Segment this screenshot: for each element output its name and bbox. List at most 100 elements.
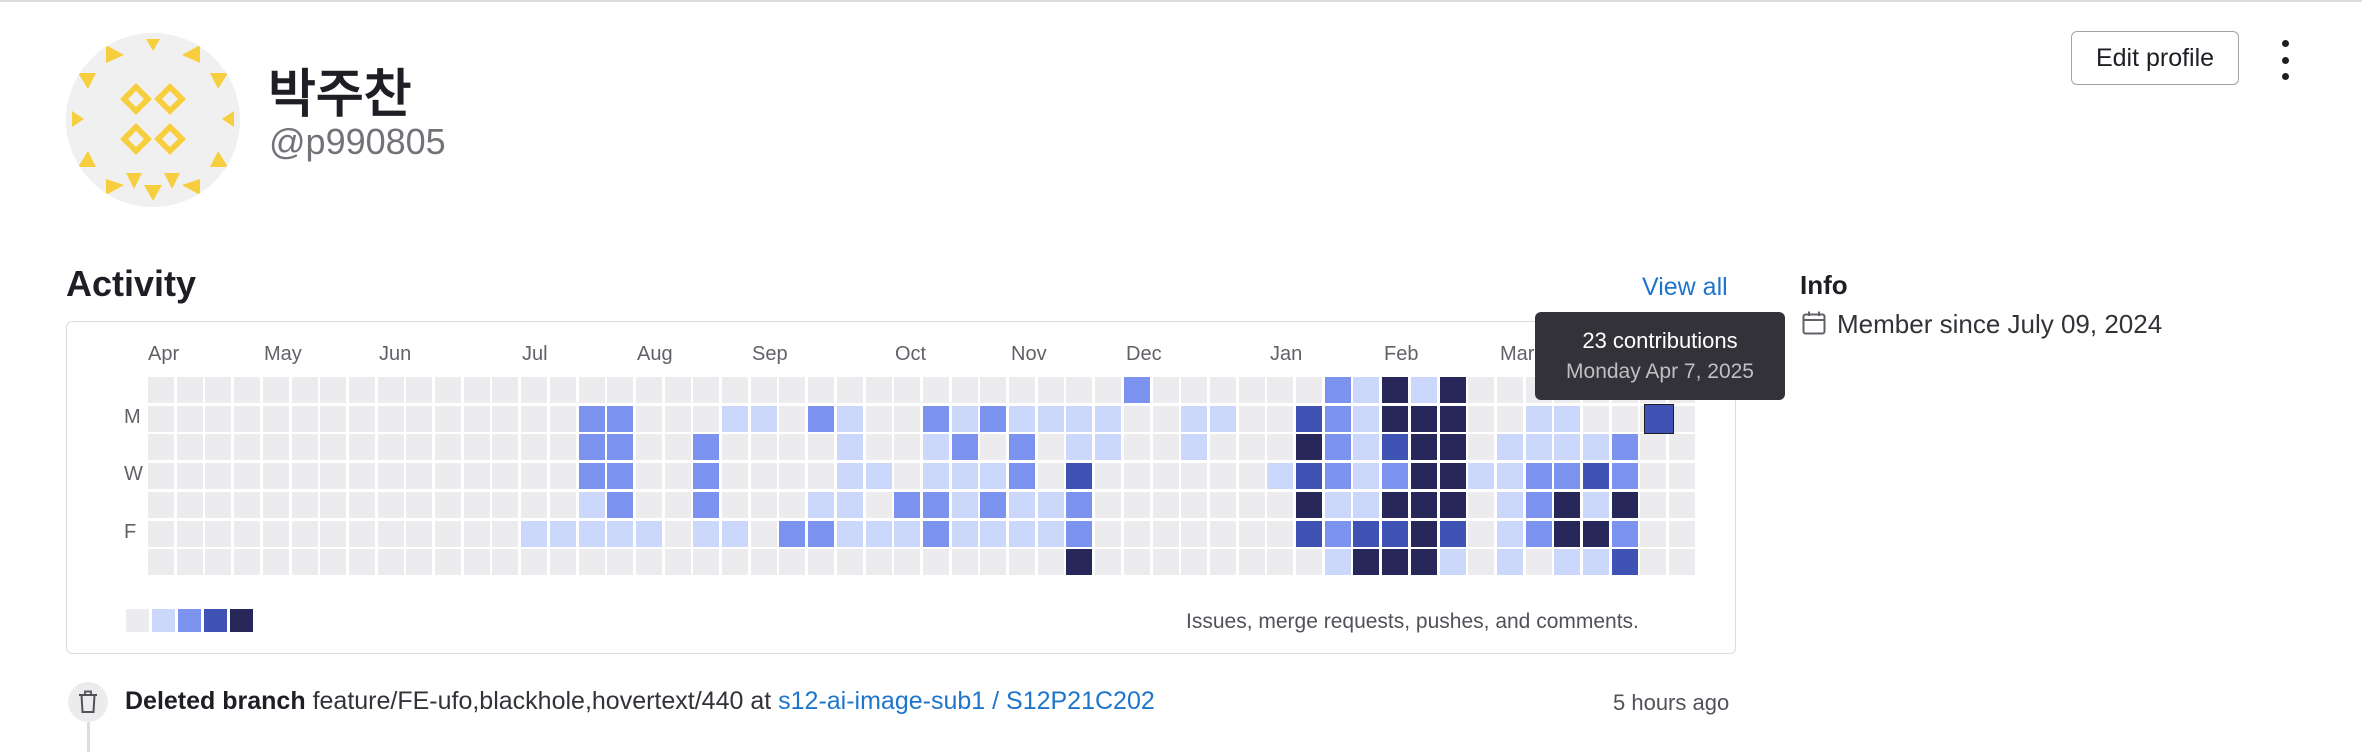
contribution-day-cell[interactable]	[1009, 491, 1035, 518]
contribution-day-cell[interactable]	[492, 434, 519, 461]
contribution-day-cell[interactable]	[1037, 520, 1064, 547]
contribution-day-cell[interactable]	[1123, 405, 1150, 432]
contribution-day-cell[interactable]	[205, 405, 232, 432]
contribution-day-cell[interactable]	[1468, 491, 1495, 518]
contribution-day-cell[interactable]	[607, 434, 634, 461]
contribution-day-cell[interactable]	[750, 491, 777, 518]
contribution-day-cell[interactable]	[1410, 491, 1437, 518]
contribution-day-cell[interactable]	[205, 377, 232, 403]
contribution-day-cell[interactable]	[808, 377, 835, 403]
contribution-day-cell[interactable]	[951, 377, 978, 403]
contribution-day-cell[interactable]	[1296, 377, 1322, 403]
contribution-day-cell[interactable]	[320, 405, 347, 432]
contribution-day-cell[interactable]	[1468, 405, 1495, 432]
contribution-day-cell[interactable]	[951, 463, 978, 490]
contribution-day-cell[interactable]	[894, 520, 921, 547]
contribution-day-cell[interactable]	[435, 549, 461, 576]
contribution-day-cell[interactable]	[1669, 520, 1696, 547]
contribution-day-cell[interactable]	[176, 463, 203, 490]
contribution-day-cell[interactable]	[635, 549, 662, 576]
contribution-day-cell[interactable]	[980, 549, 1007, 576]
contribution-day-cell[interactable]	[1296, 549, 1322, 576]
contribution-day-cell[interactable]	[176, 549, 203, 576]
contribution-day-cell[interactable]	[1468, 463, 1495, 490]
contribution-day-cell[interactable]	[291, 491, 318, 518]
contribution-day-cell[interactable]	[1468, 549, 1495, 576]
contribution-day-cell[interactable]	[865, 377, 892, 403]
contribution-day-cell[interactable]	[234, 405, 261, 432]
contribution-day-cell[interactable]	[1267, 377, 1294, 403]
contribution-day-cell[interactable]	[205, 463, 232, 490]
contribution-day-cell[interactable]	[435, 520, 461, 547]
contribution-day-cell[interactable]	[1554, 434, 1581, 461]
contribution-day-cell[interactable]	[1296, 463, 1322, 490]
contribution-day-cell[interactable]	[1611, 434, 1638, 461]
contribution-day-cell[interactable]	[234, 549, 261, 576]
contribution-day-cell[interactable]	[291, 377, 318, 403]
contribution-day-cell[interactable]	[148, 434, 174, 461]
contribution-day-cell[interactable]	[635, 434, 662, 461]
contribution-day-cell[interactable]	[1353, 434, 1380, 461]
contribution-day-cell[interactable]	[1238, 377, 1265, 403]
contribution-day-cell[interactable]	[808, 405, 835, 432]
contribution-day-cell[interactable]	[148, 463, 174, 490]
contribution-day-cell[interactable]	[1181, 463, 1208, 490]
contribution-day-cell[interactable]	[320, 377, 347, 403]
contribution-day-cell[interactable]	[693, 434, 720, 461]
contribution-day-cell[interactable]	[779, 549, 806, 576]
contribution-day-cell[interactable]	[377, 405, 404, 432]
contribution-day-cell[interactable]	[693, 377, 720, 403]
contribution-day-cell[interactable]	[1066, 491, 1093, 518]
contribution-day-cell[interactable]	[808, 491, 835, 518]
contribution-day-cell[interactable]	[578, 491, 605, 518]
contribution-day-cell[interactable]	[750, 377, 777, 403]
contribution-day-cell[interactable]	[521, 377, 548, 403]
contribution-day-cell[interactable]	[1037, 549, 1064, 576]
contribution-day-cell[interactable]	[1267, 520, 1294, 547]
contribution-day-cell[interactable]	[1009, 434, 1035, 461]
contribution-day-cell[interactable]	[463, 377, 490, 403]
contribution-day-cell[interactable]	[779, 377, 806, 403]
contribution-day-cell[interactable]	[922, 405, 949, 432]
contribution-day-cell[interactable]	[578, 377, 605, 403]
contribution-day-cell[interactable]	[205, 549, 232, 576]
contribution-day-cell[interactable]	[435, 434, 461, 461]
contribution-day-cell[interactable]	[1468, 520, 1495, 547]
contribution-day-cell[interactable]	[1066, 405, 1093, 432]
contribution-day-cell[interactable]	[980, 377, 1007, 403]
contribution-day-cell[interactable]	[435, 491, 461, 518]
contribution-day-cell[interactable]	[693, 491, 720, 518]
contribution-day-cell[interactable]	[664, 549, 691, 576]
contribution-day-cell[interactable]	[549, 405, 576, 432]
contribution-day-cell[interactable]	[1353, 405, 1380, 432]
contribution-day-cell[interactable]	[1554, 491, 1581, 518]
contribution-day-cell[interactable]	[1496, 549, 1523, 576]
contribution-day-cell[interactable]	[176, 520, 203, 547]
contribution-day-cell[interactable]	[1669, 549, 1696, 576]
contribution-day-cell[interactable]	[291, 463, 318, 490]
contribution-day-cell[interactable]	[1611, 491, 1638, 518]
contribution-day-cell[interactable]	[922, 463, 949, 490]
contribution-day-cell[interactable]	[348, 520, 375, 547]
contribution-day-cell[interactable]	[492, 520, 519, 547]
contribution-day-cell[interactable]	[320, 520, 347, 547]
contribution-day-cell[interactable]	[607, 491, 634, 518]
contribution-day-cell[interactable]	[320, 463, 347, 490]
contribution-day-cell[interactable]	[693, 405, 720, 432]
contribution-day-cell[interactable]	[722, 434, 748, 461]
contribution-day-cell[interactable]	[1296, 405, 1322, 432]
contribution-day-cell[interactable]	[1496, 405, 1523, 432]
contribution-day-cell[interactable]	[406, 377, 433, 403]
contribution-day-cell[interactable]	[205, 520, 232, 547]
contribution-day-cell[interactable]	[635, 377, 662, 403]
contribution-day-cell[interactable]	[664, 434, 691, 461]
contribution-day-cell[interactable]	[1554, 549, 1581, 576]
contribution-day-cell[interactable]	[779, 491, 806, 518]
contribution-day-cell[interactable]	[808, 463, 835, 490]
contribution-day-cell[interactable]	[262, 491, 289, 518]
contribution-day-cell[interactable]	[607, 520, 634, 547]
contribution-day-cell[interactable]	[836, 463, 863, 490]
contribution-day-cell[interactable]	[664, 405, 691, 432]
contribution-day-cell[interactable]	[1209, 434, 1236, 461]
contribution-day-cell[interactable]	[463, 405, 490, 432]
